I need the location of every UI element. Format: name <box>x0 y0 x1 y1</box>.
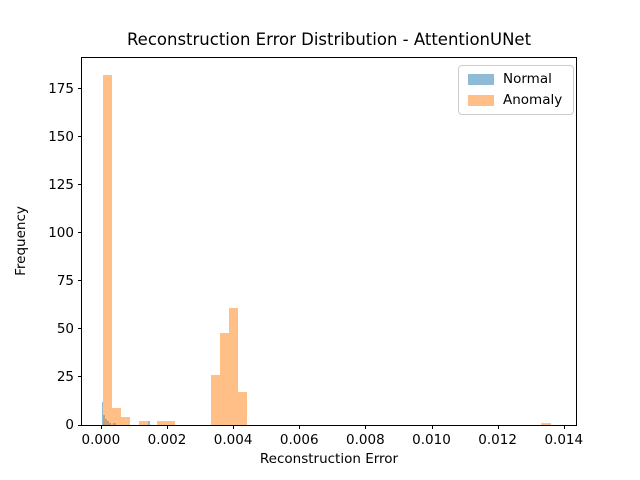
histogram-bar-anomaly <box>211 375 221 425</box>
x-tick-label: 0.006 <box>279 432 319 448</box>
legend-label-normal: Normal <box>503 71 552 87</box>
y-tick <box>78 280 82 282</box>
histogram-bar-anomaly <box>111 407 121 425</box>
y-tick-label: 100 <box>48 224 74 241</box>
y-tick-label: 125 <box>48 176 74 193</box>
histogram-bar-anomaly <box>102 75 112 425</box>
x-tick-label: 0.004 <box>213 432 253 448</box>
y-axis-label: Frequency <box>13 206 29 276</box>
x-tick <box>563 425 565 429</box>
x-tick <box>299 425 301 429</box>
y-tick-label: 150 <box>48 128 74 145</box>
y-tick-label: 75 <box>56 272 74 289</box>
y-tick-label: 175 <box>48 80 74 97</box>
anomaly-swatch <box>468 94 494 106</box>
x-tick <box>233 425 235 429</box>
legend: Normal Anomaly <box>458 65 574 115</box>
x-tick-label: 0.000 <box>81 432 121 448</box>
histogram-bar-anomaly <box>238 392 247 425</box>
x-tick-label: 0.002 <box>147 432 187 448</box>
x-tick <box>100 425 102 429</box>
histogram-bar-normal <box>147 421 151 425</box>
y-tick-label: 50 <box>56 320 74 337</box>
histogram-bar-anomaly <box>220 332 230 425</box>
y-tick <box>78 184 82 186</box>
x-tick <box>497 425 499 429</box>
histogram-bar-anomaly <box>157 421 176 425</box>
legend-label-anomaly: Anomaly <box>503 92 563 108</box>
x-tick-label: 0.008 <box>346 432 385 448</box>
y-tick <box>78 376 82 378</box>
legend-item-normal: Normal <box>468 72 564 86</box>
x-axis-label: Reconstruction Error <box>259 451 399 467</box>
y-tick <box>78 232 82 234</box>
x-tick <box>365 425 367 429</box>
y-tick <box>78 88 82 90</box>
histogram-bar-anomaly <box>540 423 551 425</box>
x-tick-label: 0.010 <box>412 432 451 448</box>
y-tick <box>78 328 82 330</box>
x-tick-label: 0.014 <box>544 432 584 448</box>
x-tick <box>166 425 168 429</box>
histogram-bar-anomaly <box>138 421 149 425</box>
y-tick <box>78 136 82 138</box>
x-tick <box>431 425 433 429</box>
normal-swatch <box>468 73 494 85</box>
histogram-bar-anomaly <box>229 307 239 425</box>
y-tick-label: 25 <box>56 368 74 385</box>
x-tick-label: 0.012 <box>478 432 517 448</box>
histogram-bar-anomaly <box>120 417 130 425</box>
plot-area: 0.000 0.002 0.004 0.006 0.008 0.010 0.012 0.014… <box>48 57 583 448</box>
y-tick-label: 0 <box>65 417 74 433</box>
y-tick <box>78 424 82 426</box>
legend-item-anomaly: Anomaly <box>468 93 564 107</box>
histogram-bar-normal <box>101 401 104 425</box>
chart-title: Reconstruction Error Distribution - Atte… <box>126 30 532 49</box>
